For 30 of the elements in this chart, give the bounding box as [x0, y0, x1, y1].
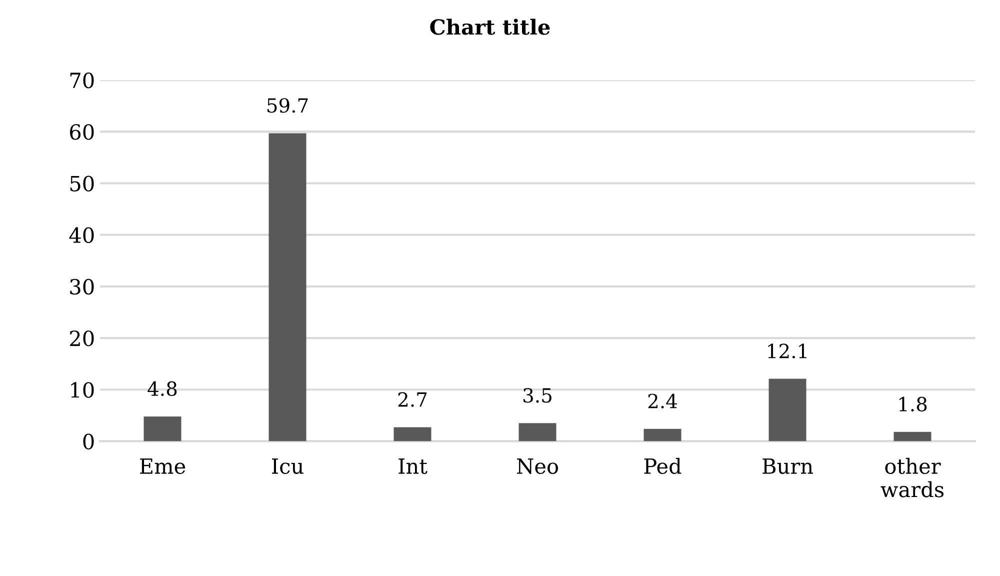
x-tick-label: Ped: [644, 458, 682, 474]
bar: [644, 428, 682, 442]
y-tick-label: 0: [83, 434, 94, 450]
bar: [268, 133, 306, 442]
bar: [144, 416, 182, 442]
y-tick-label: 10: [71, 382, 94, 398]
x-tick-label: Icu: [272, 458, 304, 474]
y-tick-label: 60: [70, 124, 94, 140]
y-tick-label: 30: [70, 278, 94, 295]
data-label: 1.8: [899, 396, 927, 412]
data-label: 59.7: [268, 98, 308, 113]
y-tick-label: 50: [70, 176, 94, 192]
bar: [768, 378, 806, 442]
x-tick-label: other wards: [880, 458, 944, 498]
bar: [518, 423, 556, 442]
x-tick-label: Neo: [516, 458, 558, 474]
bar: [894, 432, 932, 442]
x-tick-label: Eme: [140, 458, 186, 474]
data-label: 4.8: [148, 381, 177, 396]
y-tick-label: 20: [70, 330, 94, 346]
data-label: 3.5: [524, 388, 552, 403]
data-label: 12.1: [768, 344, 806, 358]
data-label: 2.7: [398, 392, 427, 407]
bar: [394, 427, 432, 442]
x-tick-label: Int: [398, 458, 428, 474]
chart-title: Chart title: [430, 18, 550, 35]
data-label: 2.4: [648, 394, 677, 408]
y-tick-label: 40: [69, 227, 94, 244]
y-tick-label: 70: [70, 72, 94, 88]
x-tick-label: Burn: [762, 458, 813, 474]
